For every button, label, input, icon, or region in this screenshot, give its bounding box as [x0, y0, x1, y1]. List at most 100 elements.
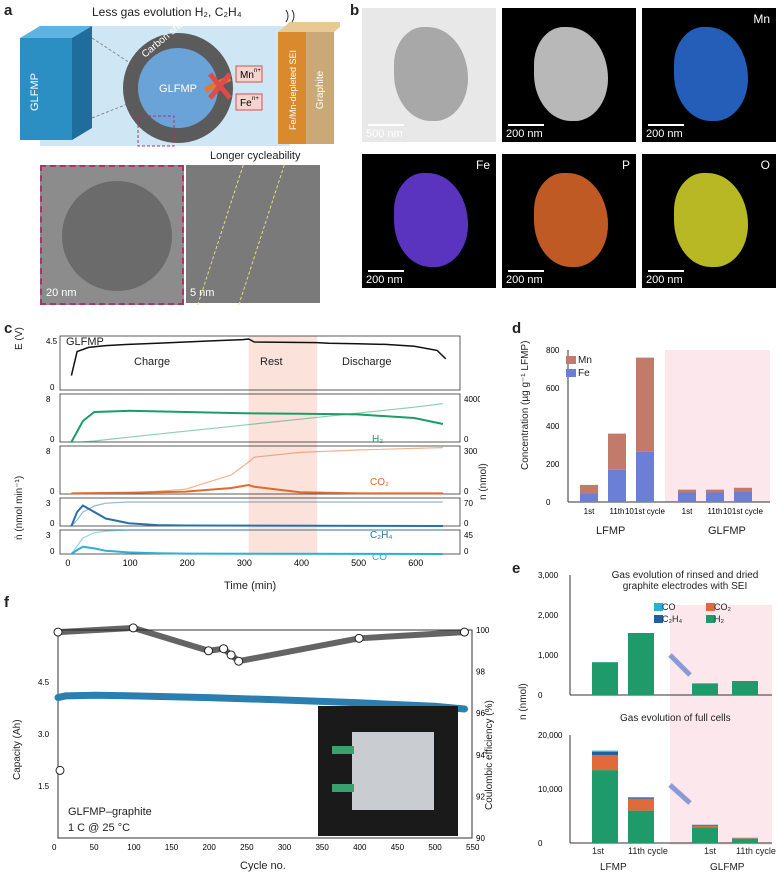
- series-line: [70, 409, 444, 443]
- e-xtick-2: 11th cycle: [628, 846, 668, 856]
- right-tick-label: 94: [476, 751, 485, 760]
- bar-segment: [592, 770, 618, 843]
- d-legend-mn: Mn: [578, 355, 592, 366]
- bar-segment: [732, 838, 758, 843]
- bar-mn: [678, 489, 696, 493]
- bar-mn: [636, 357, 654, 452]
- element-label: P: [621, 158, 630, 172]
- ce-point: [459, 627, 469, 637]
- bar-segment: [692, 825, 718, 828]
- c-ylabel-n: n (nmol): [478, 463, 489, 500]
- d-legend-fe: Fe: [578, 368, 590, 379]
- guide-line: [91, 37, 131, 64]
- bar-fe: [734, 491, 752, 502]
- legend-swatch-mn: [566, 356, 576, 364]
- e-legend-co2: CO₂: [714, 602, 731, 612]
- panel-f-label: f: [4, 594, 9, 611]
- x-tick-label: 200: [180, 558, 195, 568]
- e-group-glfmp: GLFMP: [710, 862, 745, 873]
- left-tick-label: 8: [46, 447, 51, 456]
- series-line: [70, 504, 443, 527]
- tem-image-2: 5 nm: [186, 165, 320, 305]
- right-tick-label: 0: [464, 519, 469, 528]
- y-tick-label: 0: [546, 498, 551, 507]
- subplot-frame: [59, 393, 461, 443]
- subplot-frame: [59, 335, 461, 391]
- cumulative-line: [71, 447, 443, 495]
- right-tick-label: 45: [464, 531, 473, 540]
- x-tick-label: 500: [351, 558, 366, 568]
- cumulative-line: [70, 529, 443, 555]
- tem-image-1: 20 nm: [40, 165, 184, 305]
- particle-blob: [674, 26, 748, 121]
- legend-swatch-h2: [706, 615, 715, 623]
- left-tick-label: 4.5: [46, 337, 58, 346]
- c-label-co2: CO₂: [370, 477, 389, 488]
- x-tick-label: 450: [391, 843, 405, 852]
- scale-bar: [648, 124, 684, 126]
- bar-segment: [592, 750, 618, 752]
- right-tick-label: 0: [464, 487, 469, 496]
- right-tick-label: 100: [476, 626, 490, 635]
- y-tick-label: 3,000: [538, 571, 559, 580]
- panel-f-chart: 1.5 3.0 4.5 90 92 94 96 98 100 0 50 100 150 200 250 300…: [38, 623, 490, 852]
- bar-segment: [732, 681, 758, 695]
- mn-sup: n+: [254, 68, 261, 74]
- x-tick-label: 101st cycle: [723, 507, 764, 516]
- right-tick-label: 0: [464, 547, 469, 556]
- tem-scale-2: 5 nm: [190, 287, 215, 299]
- x-tick-label: 101st cycle: [625, 507, 666, 516]
- left-tick-label: 3.0: [38, 730, 50, 739]
- y-tick-label: 800: [546, 346, 560, 355]
- e-top-title: Gas evolution of rinsed and dried graphi…: [611, 570, 759, 592]
- left-tick-label: 3: [46, 531, 51, 540]
- panel-e-label: e: [512, 560, 521, 577]
- f-note-2: 1 C @ 25 °C: [68, 822, 131, 834]
- bar-segment: [732, 838, 758, 839]
- graphite-label: Graphite: [315, 70, 326, 109]
- bar-segment: [628, 633, 654, 695]
- ce-point: [219, 644, 229, 654]
- x-tick-label: 11th: [610, 507, 625, 516]
- scale-bar: [368, 124, 404, 126]
- panel-a-schematic: GLFMP GLFMP Carbon shell Mn n+ Fe n+ Fe/…: [20, 9, 340, 147]
- e-legend-co: CO: [662, 602, 676, 612]
- e-ylabel: n (nmol): [518, 683, 529, 720]
- scale-label: 200 nm: [646, 128, 683, 140]
- glfmp-slab: [20, 38, 72, 140]
- e-bottom-title: Gas evolution of full cells: [620, 713, 731, 724]
- scale-bar: [648, 270, 684, 272]
- legend-swatch-fe: [566, 369, 576, 377]
- bar-segment: [592, 754, 618, 771]
- y-tick-label: 600: [546, 384, 560, 393]
- glfmp-shade: [670, 605, 772, 845]
- right-tick-label: 0: [464, 435, 469, 444]
- eds-map-tile: 500 nm: [362, 8, 496, 142]
- ce-point: [226, 650, 236, 660]
- x-tick-label: 400: [353, 843, 367, 852]
- x-tick-label: 150: [165, 843, 179, 852]
- ce-point: [354, 633, 364, 643]
- e-xtick-3: 1st: [704, 846, 717, 856]
- scale-label: 200 nm: [506, 274, 543, 286]
- ce-point: [53, 627, 63, 637]
- capacity-outlier-point: [55, 765, 65, 775]
- particle-blob: [394, 172, 468, 267]
- left-tick-label: 4.5: [38, 678, 50, 687]
- particle-blob: [674, 172, 748, 267]
- y-tick-label: 2,000: [538, 611, 559, 620]
- bar-segment: [592, 662, 618, 695]
- right-tick-label: 92: [476, 792, 485, 801]
- e-legend-c2h4: C₂H₄: [662, 614, 683, 624]
- bar-segment: [628, 798, 654, 811]
- left-tick-label: 0: [50, 383, 55, 392]
- y-tick-label: 20,000: [538, 731, 563, 740]
- f-ylabel-right: Coulombic efficiency (%): [484, 700, 495, 810]
- x-tick-label: 350: [315, 843, 329, 852]
- bar-segment: [592, 751, 618, 755]
- panel-d-label: d: [512, 320, 522, 337]
- element-label: Fe: [475, 158, 490, 172]
- eds-map-tile: 200 nm: [502, 8, 636, 142]
